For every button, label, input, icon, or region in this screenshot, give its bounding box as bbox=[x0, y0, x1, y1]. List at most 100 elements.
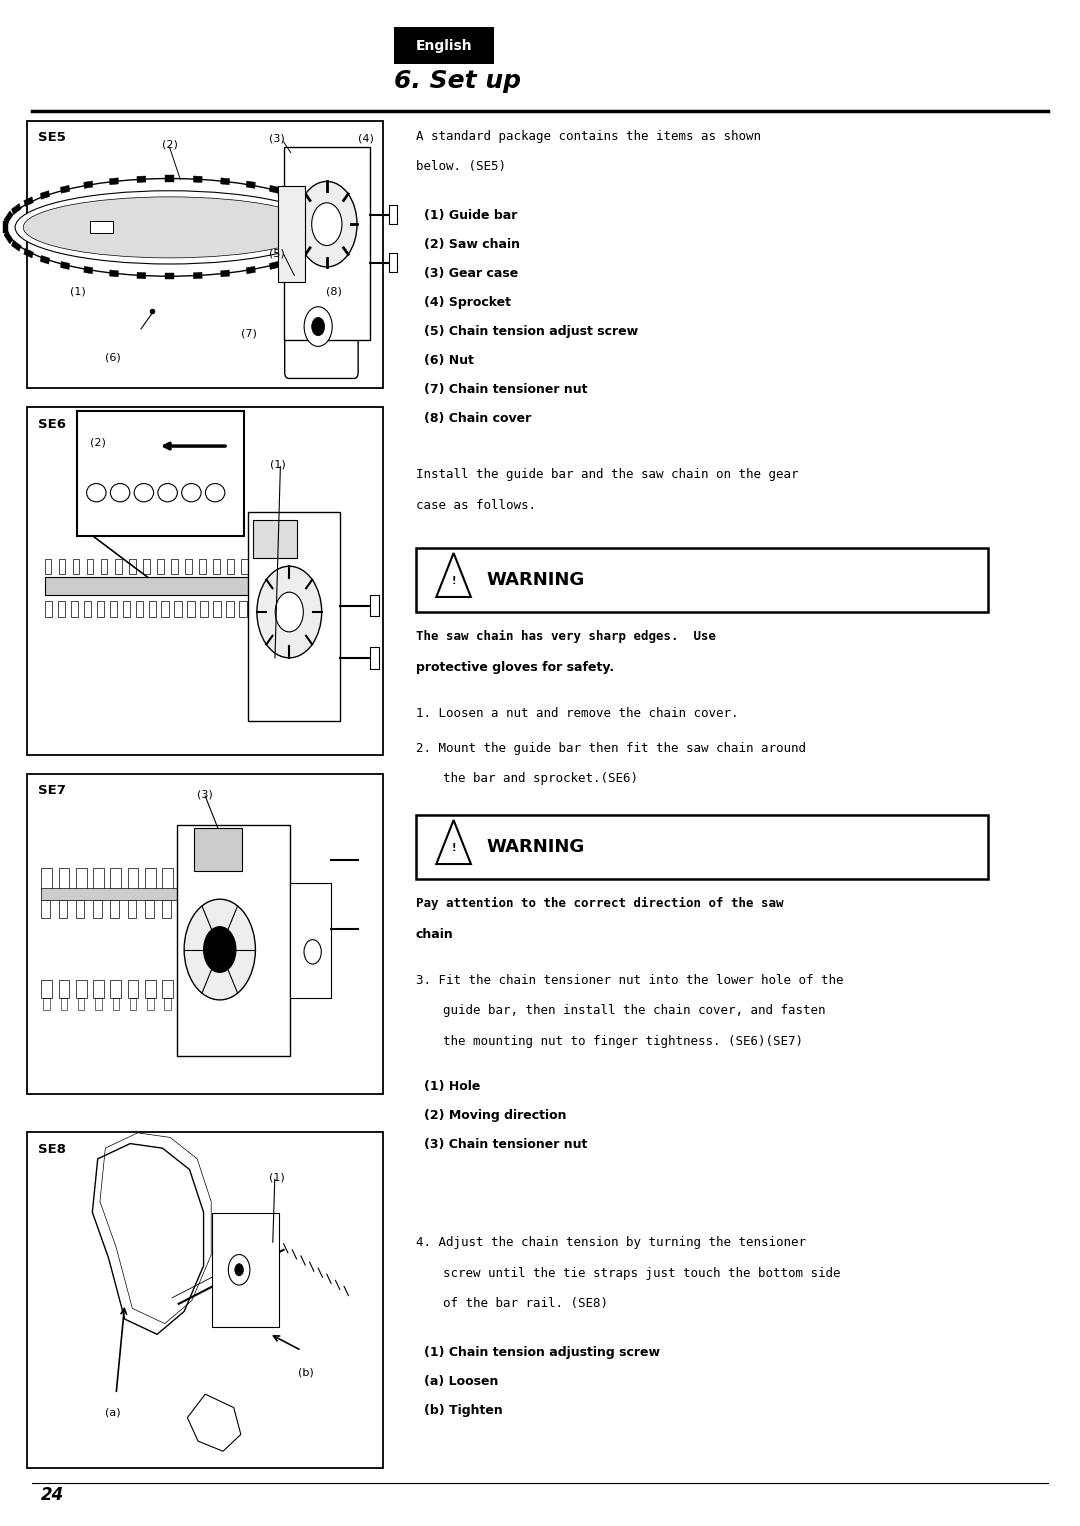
Bar bbox=[254, 519, 297, 557]
Text: (1): (1) bbox=[270, 459, 285, 470]
Text: (3): (3) bbox=[198, 790, 213, 800]
Text: SE7: SE7 bbox=[38, 784, 66, 798]
Bar bbox=[390, 206, 397, 224]
Text: (4) Sprocket: (4) Sprocket bbox=[424, 296, 512, 310]
Ellipse shape bbox=[110, 484, 130, 502]
Text: (2) Saw chain: (2) Saw chain bbox=[424, 238, 521, 252]
Polygon shape bbox=[24, 197, 33, 206]
Bar bbox=[41, 900, 50, 919]
Polygon shape bbox=[332, 221, 336, 233]
Bar bbox=[95, 998, 102, 1010]
Bar bbox=[127, 900, 136, 919]
Circle shape bbox=[275, 592, 303, 632]
Text: (8) Chain cover: (8) Chain cover bbox=[424, 412, 531, 426]
Polygon shape bbox=[109, 179, 119, 185]
Ellipse shape bbox=[205, 484, 225, 502]
Text: (3) Chain tensioner nut: (3) Chain tensioner nut bbox=[424, 1138, 588, 1152]
Text: below. (SE5): below. (SE5) bbox=[416, 160, 505, 174]
Polygon shape bbox=[92, 1143, 204, 1334]
Circle shape bbox=[184, 899, 255, 1000]
Polygon shape bbox=[84, 267, 93, 273]
Polygon shape bbox=[84, 182, 93, 188]
Text: of the bar rail. (SE8): of the bar rail. (SE8) bbox=[443, 1297, 608, 1311]
Polygon shape bbox=[4, 211, 13, 224]
Text: (5): (5) bbox=[269, 249, 285, 259]
Bar bbox=[248, 980, 259, 998]
Text: English: English bbox=[416, 38, 472, 53]
Text: (1) Hole: (1) Hole bbox=[424, 1080, 481, 1094]
Bar bbox=[370, 595, 379, 617]
Text: screw until the tie straps just touch the bottom side: screw until the tie straps just touch th… bbox=[443, 1267, 840, 1280]
Bar bbox=[93, 980, 104, 998]
Ellipse shape bbox=[158, 484, 177, 502]
Text: (b): (b) bbox=[298, 1367, 313, 1378]
Circle shape bbox=[203, 926, 235, 972]
Bar bbox=[193, 829, 242, 871]
Bar bbox=[77, 410, 244, 536]
Text: WARNING: WARNING bbox=[486, 571, 584, 589]
Text: (2): (2) bbox=[162, 139, 178, 150]
Polygon shape bbox=[12, 203, 22, 215]
Text: (5) Chain tension adjust screw: (5) Chain tension adjust screw bbox=[424, 325, 638, 339]
Text: (7): (7) bbox=[241, 330, 257, 339]
Polygon shape bbox=[326, 211, 335, 224]
Bar bbox=[93, 900, 102, 919]
Text: (6) Nut: (6) Nut bbox=[424, 354, 474, 368]
Text: SE6: SE6 bbox=[38, 418, 66, 432]
Text: SE8: SE8 bbox=[38, 1143, 66, 1157]
Text: (4): (4) bbox=[359, 134, 375, 143]
Bar bbox=[251, 998, 257, 1010]
Polygon shape bbox=[306, 197, 315, 206]
Circle shape bbox=[234, 1264, 243, 1276]
Text: (1): (1) bbox=[269, 1172, 285, 1183]
Text: (b) Tighten: (b) Tighten bbox=[424, 1404, 503, 1418]
Bar bbox=[162, 980, 173, 998]
Bar bbox=[416, 815, 988, 879]
Text: A standard package contains the items as shown: A standard package contains the items as… bbox=[416, 130, 760, 143]
Text: (2) Moving direction: (2) Moving direction bbox=[424, 1109, 567, 1123]
Bar bbox=[266, 980, 276, 998]
Polygon shape bbox=[188, 1395, 241, 1451]
Text: !: ! bbox=[451, 577, 456, 586]
Text: (3): (3) bbox=[269, 134, 285, 143]
Polygon shape bbox=[40, 255, 50, 264]
Bar bbox=[27, 121, 383, 388]
Bar bbox=[268, 998, 274, 1010]
Text: (2): (2) bbox=[90, 438, 106, 447]
Polygon shape bbox=[318, 240, 327, 252]
Polygon shape bbox=[137, 175, 146, 183]
Text: Pay attention to the correct direction of the saw: Pay attention to the correct direction o… bbox=[416, 897, 783, 911]
Polygon shape bbox=[318, 203, 327, 215]
Text: the mounting nut to finger tightness. (SE6)(SE7): the mounting nut to finger tightness. (S… bbox=[443, 1035, 802, 1048]
Text: case as follows.: case as follows. bbox=[416, 499, 536, 513]
Circle shape bbox=[312, 317, 325, 336]
Bar bbox=[162, 900, 171, 919]
Ellipse shape bbox=[134, 484, 153, 502]
Text: (8): (8) bbox=[326, 287, 342, 296]
Bar bbox=[177, 826, 291, 1056]
Bar bbox=[197, 980, 207, 998]
Circle shape bbox=[309, 214, 328, 241]
Bar bbox=[416, 548, 988, 612]
Polygon shape bbox=[3, 221, 8, 233]
Text: 2. Mount the guide bar then fit the saw chain around: 2. Mount the guide bar then fit the saw … bbox=[416, 742, 806, 755]
Polygon shape bbox=[289, 255, 299, 264]
Polygon shape bbox=[269, 185, 279, 194]
Bar bbox=[181, 998, 188, 1010]
Polygon shape bbox=[306, 249, 315, 258]
Bar bbox=[41, 980, 52, 998]
Bar bbox=[394, 27, 494, 64]
Text: (1) Guide bar: (1) Guide bar bbox=[424, 209, 517, 223]
Bar bbox=[279, 186, 306, 282]
Bar bbox=[390, 253, 397, 272]
Bar bbox=[216, 998, 222, 1010]
Text: !: ! bbox=[451, 844, 456, 853]
Text: (a): (a) bbox=[106, 1407, 121, 1418]
Polygon shape bbox=[24, 249, 33, 258]
Bar bbox=[60, 998, 67, 1010]
Circle shape bbox=[305, 940, 322, 964]
Polygon shape bbox=[60, 261, 70, 270]
Polygon shape bbox=[269, 261, 279, 270]
Polygon shape bbox=[326, 230, 335, 244]
Bar bbox=[110, 980, 121, 998]
